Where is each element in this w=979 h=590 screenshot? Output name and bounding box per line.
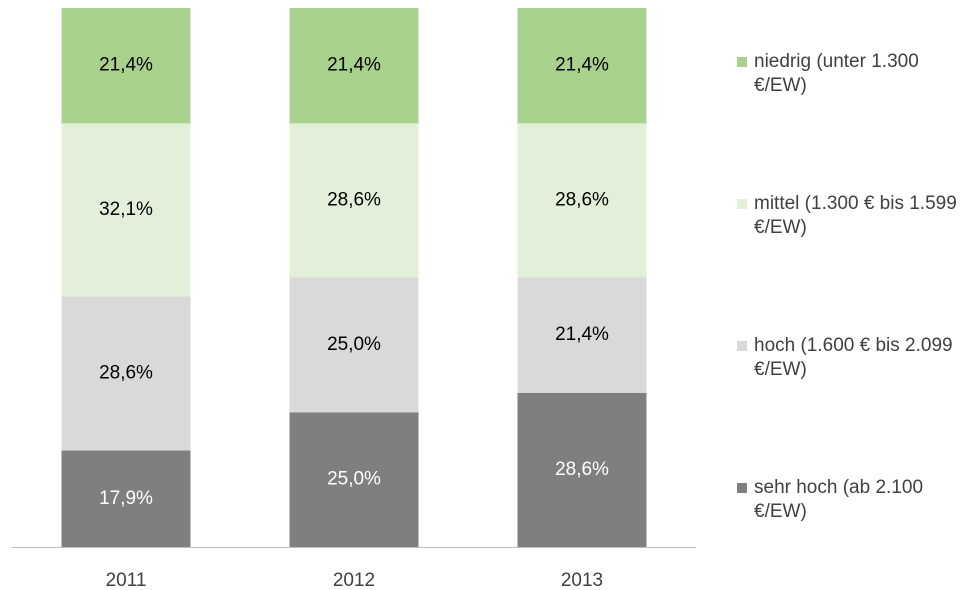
value-label: 28,6%	[327, 189, 381, 210]
legend-swatch	[737, 57, 747, 67]
legend-swatch	[737, 199, 747, 209]
x-tick-label: 2011	[106, 570, 147, 590]
bar-segment	[61, 296, 191, 451]
legend-label: sehr hoch (ab 2.100 €/EW)	[754, 477, 924, 522]
value-label: 28,6%	[555, 459, 609, 480]
value-label: 25,0%	[327, 469, 381, 490]
value-label: 21,4%	[327, 55, 381, 76]
value-label: 21,4%	[555, 55, 609, 76]
legend-swatch	[737, 341, 747, 351]
bar-segment	[61, 123, 191, 297]
bar-segment	[517, 392, 647, 547]
value-label: 28,6%	[555, 189, 609, 210]
bar-segment	[289, 8, 419, 124]
bar-segment	[517, 277, 647, 393]
legend-label: mittel (1.300 € bis 1.599 €/EW)	[754, 193, 957, 238]
bar-segment	[289, 123, 419, 278]
value-label: 17,9%	[99, 488, 153, 509]
value-label: 32,1%	[99, 199, 153, 220]
bar-segment	[517, 123, 647, 278]
value-label: 25,0%	[327, 334, 381, 355]
bar-segment	[517, 8, 647, 124]
x-tick-label: 2012	[333, 570, 375, 590]
bar-segment	[61, 8, 191, 124]
value-label: 21,4%	[555, 324, 609, 345]
bar-segment	[289, 277, 419, 413]
bar-segment	[61, 450, 191, 547]
legend-label: hoch (1.600 € bis 2.099 €/EW)	[754, 335, 953, 380]
value-label: 21,4%	[99, 55, 153, 76]
x-tick-label: 2013	[561, 570, 603, 590]
legend-swatch	[737, 483, 747, 493]
legend-label: niedrig (unter 1.300 €/EW)	[754, 51, 919, 96]
value-label: 28,6%	[99, 362, 153, 383]
bar-segment	[289, 412, 419, 547]
